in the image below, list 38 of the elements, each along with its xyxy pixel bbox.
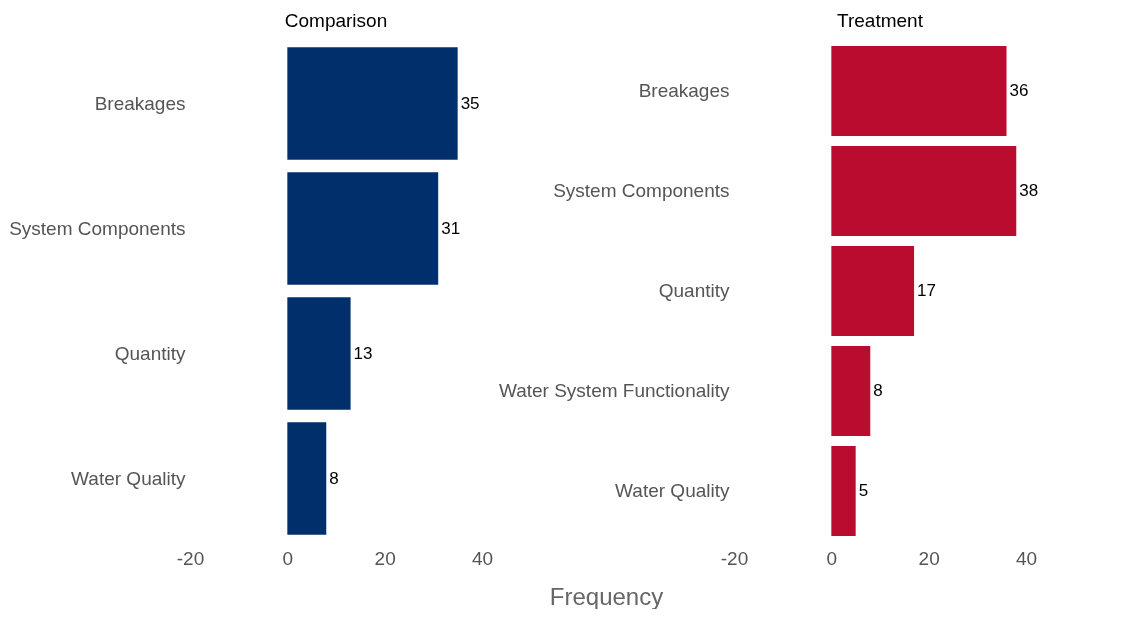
x-tick-label: 40 xyxy=(471,547,494,569)
bar xyxy=(831,246,915,336)
data-label: 38 xyxy=(1019,181,1039,200)
x-tick-label: 40 xyxy=(1015,547,1038,569)
bar xyxy=(287,47,458,160)
x-tick-label: -20 xyxy=(176,547,205,569)
data-label: 13 xyxy=(353,343,373,363)
data-label: 31 xyxy=(441,218,461,238)
data-label: 5 xyxy=(858,481,869,500)
bar xyxy=(831,46,1007,136)
bar xyxy=(831,146,1017,236)
y-tick-label: Quantity xyxy=(114,342,186,364)
y-tick-label: Breakages xyxy=(94,92,186,114)
chart-title: Treatment xyxy=(837,10,924,31)
x-tick-label: -20 xyxy=(720,547,749,569)
bar xyxy=(287,172,439,285)
bar xyxy=(831,346,871,436)
x-tick-label: 0 xyxy=(282,547,294,569)
data-label: 17 xyxy=(917,281,936,300)
chart-title: Comparison xyxy=(284,10,388,31)
x-tick-label: 20 xyxy=(918,547,940,569)
y-tick-label: Water System Functionality xyxy=(498,380,730,401)
y-tick-label: Water Quality xyxy=(71,467,186,489)
data-label: 36 xyxy=(1009,81,1029,100)
y-tick-label: Breakages xyxy=(638,80,730,101)
data-label: 8 xyxy=(873,381,883,400)
bar xyxy=(287,297,351,410)
x-tick-label: 0 xyxy=(826,547,838,569)
x-axis-title: Frequency xyxy=(549,582,664,610)
data-label: 35 xyxy=(460,93,480,113)
x-tick-label: 20 xyxy=(374,547,396,569)
y-tick-label: Water Quality xyxy=(615,480,730,501)
data-label: 8 xyxy=(329,468,339,488)
y-tick-label: Quantity xyxy=(658,280,730,301)
bar xyxy=(831,446,856,536)
y-tick-label: System Components xyxy=(9,217,186,239)
bar xyxy=(287,422,327,535)
y-tick-label: System Components xyxy=(553,180,730,201)
